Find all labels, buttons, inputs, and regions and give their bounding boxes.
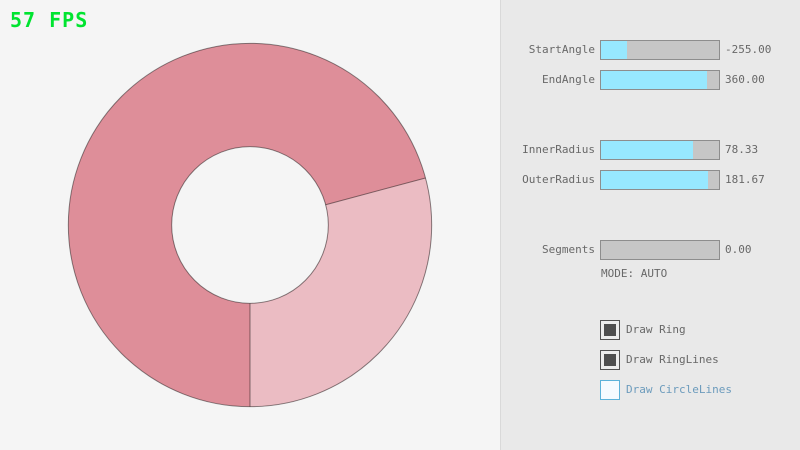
ring-canvas	[67, 42, 433, 408]
startangle-slider[interactable]	[600, 40, 720, 60]
ring-outline-lines	[67, 42, 433, 408]
slider-fill	[601, 41, 627, 59]
slider-fill	[601, 71, 708, 89]
checkbox-label: Draw Ring	[626, 323, 686, 336]
slider-value: 181.67	[725, 173, 765, 186]
segments-slider[interactable]	[600, 240, 720, 260]
slider-row-segments: Segments 0.00	[501, 240, 800, 260]
segments-mode-label: MODE: AUTO	[601, 267, 668, 280]
slider-row-innerradius: InnerRadius 78.33	[501, 140, 800, 160]
ring-outer-circle-line	[67, 42, 433, 408]
checkbox-row-draw-ringlines: Draw RingLines	[501, 350, 800, 370]
draw-ringlines-checkbox[interactable]	[600, 350, 620, 370]
fps-counter: 57 FPS	[10, 8, 89, 32]
slider-row-endangle: EndAngle 360.00	[501, 70, 800, 90]
slider-label: EndAngle	[542, 73, 595, 86]
slider-label: OuterRadius	[522, 173, 595, 186]
slider-fill	[601, 171, 709, 189]
endangle-slider[interactable]	[600, 70, 720, 90]
slider-value: 360.00	[725, 73, 765, 86]
checkbox-label: Draw RingLines	[626, 353, 719, 366]
checkmark	[604, 324, 616, 336]
slider-fill	[601, 141, 694, 159]
checkbox-label: Draw CircleLines	[626, 383, 732, 396]
slider-row-startangle: StartAngle -255.00	[501, 40, 800, 60]
checkmark	[604, 354, 616, 366]
slider-label: InnerRadius	[522, 143, 595, 156]
slider-value: 0.00	[725, 243, 752, 256]
checkbox-row-draw-ring: Draw Ring	[501, 320, 800, 340]
slider-label: StartAngle	[528, 43, 595, 56]
ring-single-region	[250, 177, 432, 407]
slider-value: -255.00	[725, 43, 772, 56]
draw-ring-checkbox[interactable]	[600, 320, 620, 340]
outerradius-slider[interactable]	[600, 170, 720, 190]
checkbox-row-draw-circlelines: Draw CircleLines	[501, 380, 800, 400]
ring-radial-lines	[249, 177, 426, 407]
innerradius-slider[interactable]	[600, 140, 720, 160]
ring-inner-circle-line	[171, 146, 329, 304]
slider-label: Segments	[542, 243, 595, 256]
draw-circlelines-checkbox[interactable]	[600, 380, 620, 400]
slider-row-outerradius: OuterRadius 181.67	[501, 170, 800, 190]
slider-value: 78.33	[725, 143, 759, 156]
controls-panel: StartAngle -255.00 EndAngle 360.00 Inner…	[500, 0, 800, 450]
